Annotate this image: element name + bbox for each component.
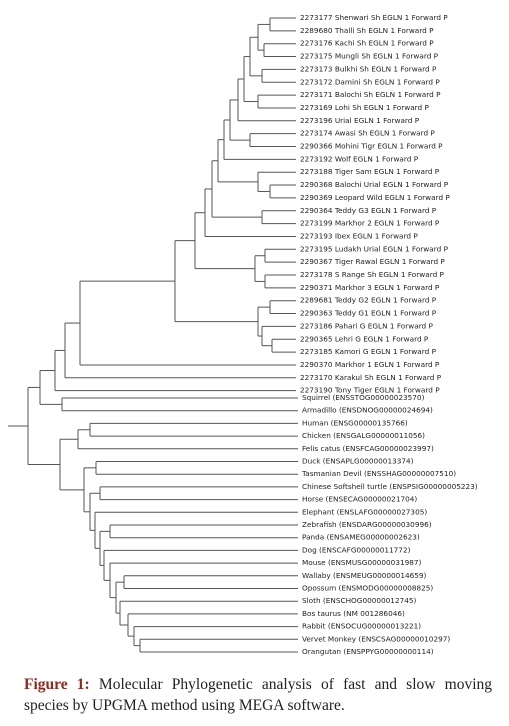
leaf-label: 2289681 Teddy G2 EGLN 1 Forward P (300, 296, 437, 305)
leaf-label: Duck (ENSAPLG00000013374) (302, 457, 414, 466)
leaf-label: Vervet Monkey (ENSCSAG00000010297) (302, 634, 450, 643)
leaf-label: 2273177 Shenwari Sh EGLN 1 Forward P (300, 13, 448, 22)
leaf-label: Squirrel (ENSSTOG00000023570) (302, 393, 425, 402)
leaf-label: Zebrafish (ENSDARG00000030996) (302, 520, 432, 529)
leaf-label: Opossum (ENSMODG00000008825) (302, 584, 433, 593)
leaf-label: 2273176 Kachi Sh EGLN 1 Forward P (300, 39, 434, 48)
leaf-label: 2273171 Balochi Sh EGLN 1 Forward P (300, 90, 441, 99)
caption: Figure 1: Molecular Phylogenetic analysi… (24, 674, 492, 716)
leaf-label: Horse (ENSECAG00000021704) (302, 495, 417, 504)
leaf-label: 2273173 Bulkhi Sh EGLN 1 Forward P (300, 64, 437, 73)
leaf-label: 2273178 S Range Sh EGLN 1 Forward P (300, 270, 445, 279)
leaf-label: 2290369 Leopard Wild EGLN 1 Forward P (300, 193, 450, 202)
leaf-label: Orangutan (ENSPPYG00000000114) (302, 647, 434, 656)
leaf-label: 2273195 Ludakh Urial EGLN 1 Forward P (300, 244, 449, 253)
leaf-label: 2273196 Urial EGLN 1 Forward P (300, 116, 420, 125)
leaf-label: Dog (ENSCAFG00000011772) (302, 545, 411, 554)
leaf-label: 2290365 Lehri G EGLN 1 Forward P (300, 334, 429, 343)
leaf-label: 2273192 Wolf EGLN 1 Forward P (300, 154, 419, 163)
leaf-label: Tasmanian Devil (ENSSHAG00000007510) (301, 469, 456, 478)
leaf-label: Mouse (ENSMUSG00000031987) (302, 558, 422, 567)
leaf-label: Bos taurus (NM 001286046) (302, 609, 405, 618)
leaf-label: 2289680 Thalli Sh EGLN 1 Forward P (300, 26, 434, 35)
leaf-label: 2273170 Karakul Sh EGLN 1 Forward P (300, 373, 442, 382)
leaf-label: 2290368 Balochi Urial EGLN 1 Forward P (300, 180, 449, 189)
leaf-label: Rabbit (ENSOCUG00000013221) (302, 622, 421, 631)
leaf-label: Human (ENSG00000135766) (302, 418, 408, 427)
leaf-label: Wallaby (ENSMEUG00000014659) (302, 571, 427, 580)
leaf-label: Elephant (ENSLAFG00000027305) (302, 507, 427, 516)
caption-label: Figure 1: (24, 676, 90, 693)
leaf-label: 2273193 Ibex EGLN 1 Forward P (300, 231, 418, 240)
leaf-label: 2273199 Markhor 2 EGLN 1 Forward P (300, 219, 440, 228)
leaf-label: 2273186 Pahari G EGLN 1 Forward P (300, 321, 434, 330)
leaf-label: Chicken (ENSGALG00000011056) (302, 431, 425, 440)
caption-text: Molecular Phylogenetic analysis of fast … (24, 676, 492, 714)
leaf-label: Armadillo (ENSDNOG00000024694) (302, 406, 433, 415)
phylogenetic-tree: 2273177 Shenwari Sh EGLN 1 Forward P 2289… (8, 13, 478, 656)
leaf-label: 2273190 Tony Tiger EGLN 1 Forward P (300, 386, 440, 395)
leaf-label: 2290364 Teddy G3 EGLN 1 Forward P (300, 206, 437, 215)
leaf-label: Sloth (ENSCHOG00000012745) (302, 596, 417, 605)
leaf-label: 2273172 Damini Sh EGLN 1 Forward P (300, 77, 440, 86)
leaf-label: 2273188 Tiger Sam EGLN 1 Forward P (300, 167, 440, 176)
leaf-label: 2273175 Mungli Sh EGLN 1 Forward P (300, 52, 439, 61)
leaf-label: 2290366 Mohini Tigr EGLN 1 Forward P (300, 142, 443, 151)
leaf-label: 2290367 Tiger Rawal EGLN 1 Forward P (300, 257, 445, 266)
leaf-label: 2290371 Markhor 3 EGLN 1 Forward P (300, 283, 440, 292)
leaf-label: 2273169 Lohi Sh EGLN 1 Forward P (300, 103, 429, 112)
leaf-label: 2273174 Awasi Sh EGLN 1 Forward P (300, 129, 435, 138)
leaf-label: 2290370 Markhor 1 EGLN 1 Forward P (300, 360, 440, 369)
leaf-label: Panda (ENSAMEG00000002623) (302, 533, 420, 542)
leaf-label: 2290363 Teddy G1 EGLN 1 Forward P (300, 309, 437, 318)
leaf-label: Chinese Softshell turtle (ENSPSIG0000000… (302, 482, 478, 491)
leaf-label: Felis catus (ENSFCAG00000023997) (302, 444, 434, 453)
leaf-label: 2273185 Kamori G EGLN 1 Forward P (300, 347, 437, 356)
